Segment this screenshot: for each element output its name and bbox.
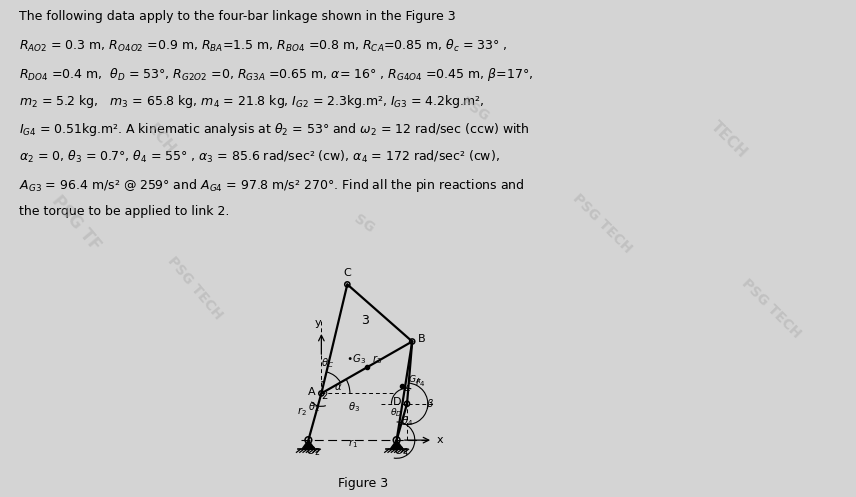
Text: $\alpha$: $\alpha$: [334, 382, 342, 392]
Polygon shape: [390, 440, 403, 449]
Text: PSG TF: PSG TF: [48, 192, 104, 255]
Text: $r_4$: $r_4$: [415, 377, 425, 390]
Text: 3: 3: [361, 314, 370, 327]
Text: A: A: [308, 387, 316, 397]
Text: x: x: [437, 435, 443, 445]
Text: $r_3$: $r_3$: [372, 353, 382, 366]
Text: Figure 3: Figure 3: [338, 477, 388, 491]
Text: $r_2$: $r_2$: [297, 405, 306, 418]
Text: C: C: [343, 268, 351, 278]
Text: PSG TECH: PSG TECH: [739, 276, 804, 340]
Text: $r_1$: $r_1$: [348, 438, 358, 450]
Text: the torque to be applied to link 2.: the torque to be applied to link 2.: [19, 205, 229, 218]
Text: $\theta_D$: $\theta_D$: [390, 407, 403, 419]
Text: $\theta_3$: $\theta_3$: [348, 400, 360, 414]
Text: $R_{AO2}$ = 0.3 m, $R_{O4O2}$ =0.9 m, $R_{BA}$=1.5 m, $R_{BO4}$ =0.8 m, $R_{CA}$: $R_{AO2}$ = 0.3 m, $R_{O4O2}$ =0.9 m, $R…: [19, 38, 508, 54]
Text: $\alpha_2$ = 0, $\theta_3$ = 0.7°, $\theta_4$ = 55° , $\alpha_3$ = 85.6 rad/sec²: $\alpha_2$ = 0, $\theta_3$ = 0.7°, $\the…: [19, 149, 500, 165]
Text: $\bullet G_3$: $\bullet G_3$: [347, 352, 366, 366]
Text: D: D: [393, 397, 401, 407]
Text: PSG TECH: PSG TECH: [164, 254, 225, 323]
Text: $O_4$: $O_4$: [394, 445, 409, 458]
Text: $A_{G3}$ = 96.4 m/s² @ 259° and $A_{G4}$ = 97.8 m/s² 270°. Find all the pin reac: $A_{G3}$ = 96.4 m/s² @ 259° and $A_{G4}$…: [19, 177, 525, 194]
Text: $\theta_4$: $\theta_4$: [401, 414, 413, 428]
Text: y: y: [315, 318, 322, 328]
Text: 2: 2: [321, 391, 328, 401]
Text: PSG TECH: PSG TECH: [569, 191, 634, 256]
Text: $m_2$ = 5.2 kg,   $m_3$ = 65.8 kg, $m_4$ = 21.8 kg, $I_{G2}$ = 2.3kg.m², $I_{G3}: $m_2$ = 5.2 kg, $m_3$ = 65.8 kg, $m_4$ =…: [19, 93, 484, 110]
Text: B: B: [418, 334, 425, 344]
Text: $R_{DO4}$ =0.4 m,  $\theta_D$ = 53°, $R_{G2O2}$ =0, $R_{G3A}$ =0.65 m, $\alpha$=: $R_{DO4}$ =0.4 m, $\theta_D$ = 53°, $R_{…: [19, 66, 533, 83]
Polygon shape: [302, 440, 315, 449]
Text: $O_2$: $O_2$: [306, 445, 320, 458]
Text: $\theta_2$: $\theta_2$: [308, 400, 320, 414]
Text: SG: SG: [352, 212, 377, 236]
Text: $I_{G4}$ = 0.51kg.m². A kinematic analysis at $\theta_2$ = 53° and $\omega_2$ = : $I_{G4}$ = 0.51kg.m². A kinematic analys…: [19, 121, 529, 138]
Text: ECH: ECH: [145, 121, 178, 157]
Text: TECH: TECH: [708, 118, 750, 161]
Text: PSG: PSG: [458, 94, 491, 124]
Text: 4: 4: [404, 385, 410, 396]
Text: $G_A$: $G_A$: [407, 374, 420, 386]
Text: $\theta_C$: $\theta_C$: [321, 356, 335, 370]
Text: The following data apply to the four-bar linkage shown in the Figure 3: The following data apply to the four-bar…: [19, 10, 455, 23]
Text: $\beta$: $\beta$: [426, 397, 434, 411]
